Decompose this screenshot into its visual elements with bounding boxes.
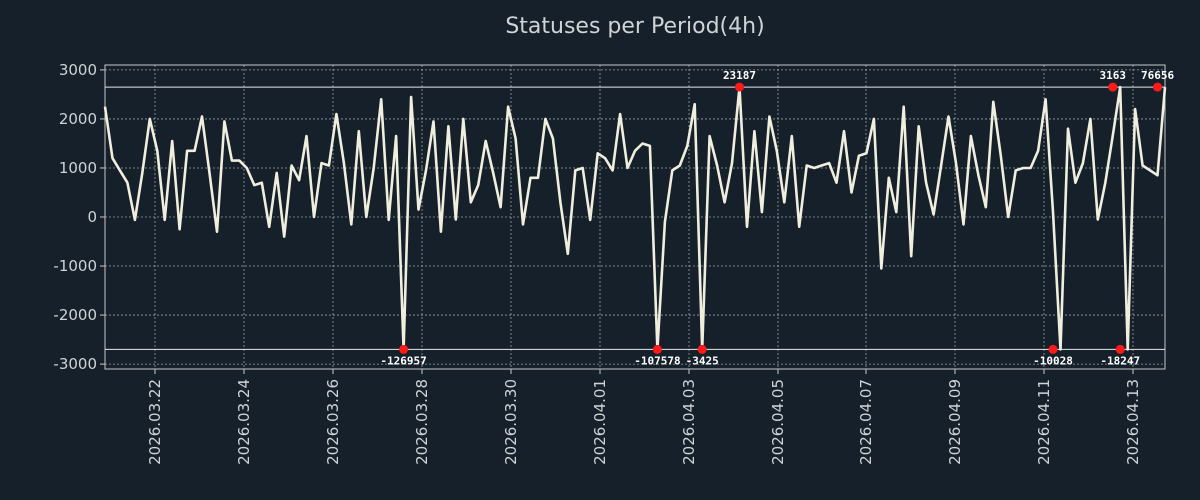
x-tick-label: 2026.04.05: [769, 379, 787, 465]
y-tick-label: 3000: [59, 61, 97, 79]
y-axis-ticks: 3000 2000 1000 0 -1000 -2000 -3000: [53, 61, 105, 373]
x-tick-label: 2026.03.24: [235, 379, 253, 465]
y-tick-label: 2000: [59, 110, 97, 128]
x-tick-label: 2026.03.28: [413, 379, 431, 465]
outlier-label: -126957: [380, 354, 426, 367]
outlier-label: -18247: [1100, 354, 1140, 367]
outlier-marker: [697, 344, 707, 354]
x-tick-label: 2026.03.30: [502, 379, 520, 465]
marker-layer: -126957 -107578 -3425 23187 -10028 3163 -18247…: [380, 69, 1174, 367]
x-axis-ticks: 2026.03.22 2026.03.24 2026.03.26 2026.03.28…: [146, 369, 1142, 465]
x-tick-label: 2026.04.11: [1035, 379, 1053, 465]
outlier-label: 23187: [723, 69, 756, 82]
outlier-label: 3163: [1099, 69, 1126, 82]
outlier-marker: [1108, 82, 1118, 92]
x-tick-label: 2026.04.13: [1124, 379, 1142, 465]
y-tick-label: -3000: [53, 355, 97, 373]
outlier-marker: [735, 82, 745, 92]
y-tick-label: 1000: [59, 159, 97, 177]
outlier-marker: [399, 344, 409, 354]
x-tick-label: 2026.04.07: [857, 379, 875, 465]
x-tick-label: 2026.04.09: [946, 379, 964, 465]
grid-layer: [105, 65, 1165, 369]
chart-title: Statuses per Period(4h): [505, 14, 765, 39]
y-tick-label: -1000: [53, 257, 97, 275]
x-tick-label: 2026.04.03: [680, 379, 698, 465]
x-tick-label: 2026.04.01: [591, 379, 609, 465]
y-tick-label: 0: [87, 208, 97, 226]
outlier-marker: [1048, 344, 1058, 354]
series-layer: [103, 85, 1167, 351]
outlier-marker: [652, 344, 662, 354]
clip-lines: [105, 86, 1165, 350]
outlier-label: -10028: [1033, 354, 1073, 367]
x-tick-label: 2026.03.26: [324, 379, 342, 465]
series-line: [103, 85, 1167, 351]
outlier-marker: [1153, 82, 1163, 92]
y-tick-label: -2000: [53, 306, 97, 324]
x-tick-label: 2026.03.22: [146, 379, 164, 465]
outlier-label: 76656: [1141, 69, 1174, 82]
outlier-marker: [1115, 344, 1125, 354]
outlier-label: -107578: [634, 354, 680, 367]
outlier-label: -3425: [686, 354, 719, 367]
